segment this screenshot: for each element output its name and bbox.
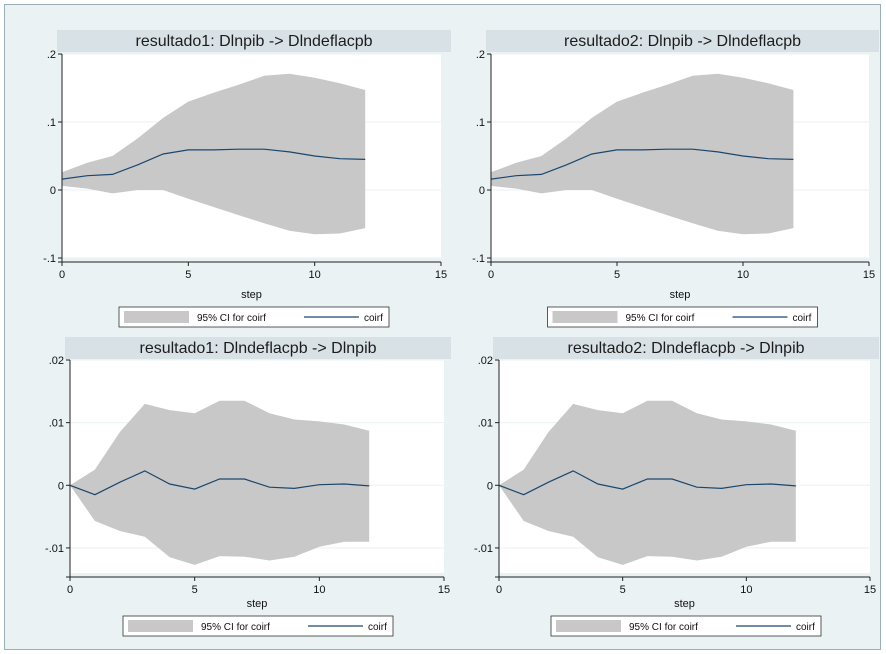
irf-panel-3: resultado1: Dlndeflacpb -> Dlnpib -.01 0 .0… xyxy=(45,337,451,637)
panel-title: resultado1: Dlndeflacpb -> Dlnpib xyxy=(139,340,376,357)
x-tick-label: 15 xyxy=(435,269,447,281)
legend-ci-swatch xyxy=(552,311,618,323)
legend-ci-label: 95% CI for coirf xyxy=(629,622,698,633)
y-tick-label: .01 xyxy=(49,418,64,430)
panel-title-bar xyxy=(65,337,451,359)
y-tick-label: .2 xyxy=(476,49,485,61)
panel-title: resultado2: Dlnpib -> Dlndeflacpb xyxy=(564,33,801,50)
y-tick-label: -.1 xyxy=(472,253,485,265)
legend-line-label: coirf xyxy=(793,313,812,324)
legend-ci-swatch xyxy=(128,620,193,632)
coirf-line xyxy=(490,148,794,180)
legend: 95% CI for coirf coirf xyxy=(550,615,822,637)
legend: 95% CI for coirf coirf xyxy=(122,615,394,637)
legend: 95% CI for coirf coirf xyxy=(547,306,818,328)
x-axis-title: step xyxy=(674,598,695,610)
y-tick-label: 0 xyxy=(50,185,56,197)
legend: 95% CI for coirf coirf xyxy=(118,306,390,328)
x-tick-label: 10 xyxy=(309,269,321,281)
y-tick-label: -.01 xyxy=(45,543,64,555)
panel-title-bar xyxy=(486,30,879,52)
legend-ci-label: 95% CI for coirf xyxy=(201,622,270,633)
y-tick-label: 0 xyxy=(479,185,485,197)
x-tick-label: 5 xyxy=(185,269,191,281)
coirf-line xyxy=(61,148,366,180)
ci-band-area xyxy=(491,73,794,235)
x-axis-title: step xyxy=(241,289,262,301)
irf-panel-2: resultado2: Dlnpib -> Dlndeflacpb-.10.1.… xyxy=(472,30,879,328)
x-tick-label: 15 xyxy=(438,584,450,596)
panel-title: resultado1: Dlnpib -> Dlndeflacpb xyxy=(135,33,372,50)
y-tick-label: .02 xyxy=(478,355,493,367)
ci-band-area xyxy=(62,73,366,235)
legend-ci-label: 95% CI for coirf xyxy=(197,313,266,324)
x-tick-label: 0 xyxy=(67,584,73,596)
x-tick-label: 10 xyxy=(740,584,752,596)
x-tick-label: 5 xyxy=(620,584,626,596)
y-tick-label: .1 xyxy=(476,117,485,129)
x-tick-label: 5 xyxy=(192,584,198,596)
legend-ci-swatch xyxy=(124,311,189,323)
irf-panel-4: resultado2: Dlndeflacpb -> Dlnpib -.01 0 .0… xyxy=(474,337,879,637)
y-tick-label: 0 xyxy=(58,480,64,492)
x-tick-label: 15 xyxy=(863,269,875,281)
y-tick-label: 0 xyxy=(487,480,493,492)
coirf-line xyxy=(498,470,796,496)
y-tick-label: .01 xyxy=(478,418,493,430)
x-tick-label: 10 xyxy=(737,269,749,281)
y-tick-label: .02 xyxy=(49,355,64,367)
x-tick-label: 10 xyxy=(313,584,325,596)
x-tick-label: 5 xyxy=(614,269,620,281)
irf-panel-1: resultado1: Dlnpib -> Dlndeflacpb-.10.1.… xyxy=(43,30,451,328)
panel-title-bar xyxy=(493,337,879,359)
x-tick-label: 0 xyxy=(488,269,494,281)
x-tick-label: 0 xyxy=(496,584,502,596)
legend-line-label: coirf xyxy=(364,313,383,324)
legend-ci-label: 95% CI for coirf xyxy=(626,313,695,324)
panel-title: resultado2: Dlndeflacpb -> Dlnpib xyxy=(567,340,804,357)
x-tick-label: 15 xyxy=(864,584,876,596)
legend-ci-swatch xyxy=(556,620,621,632)
x-axis-title: step xyxy=(670,289,691,301)
x-tick-label: 0 xyxy=(59,269,65,281)
ci-band-area xyxy=(70,400,370,565)
y-tick-label: -.1 xyxy=(43,253,56,265)
ci-band-area xyxy=(499,400,796,565)
legend-line-label: coirf xyxy=(368,622,387,633)
x-axis-title: step xyxy=(247,598,268,610)
legend-line-label: coirf xyxy=(796,622,815,633)
panel-title-bar xyxy=(57,30,451,52)
y-tick-label: -.01 xyxy=(474,543,493,555)
y-tick-label: .2 xyxy=(47,49,56,61)
coirf-line xyxy=(69,470,370,496)
y-tick-label: .1 xyxy=(47,117,56,129)
